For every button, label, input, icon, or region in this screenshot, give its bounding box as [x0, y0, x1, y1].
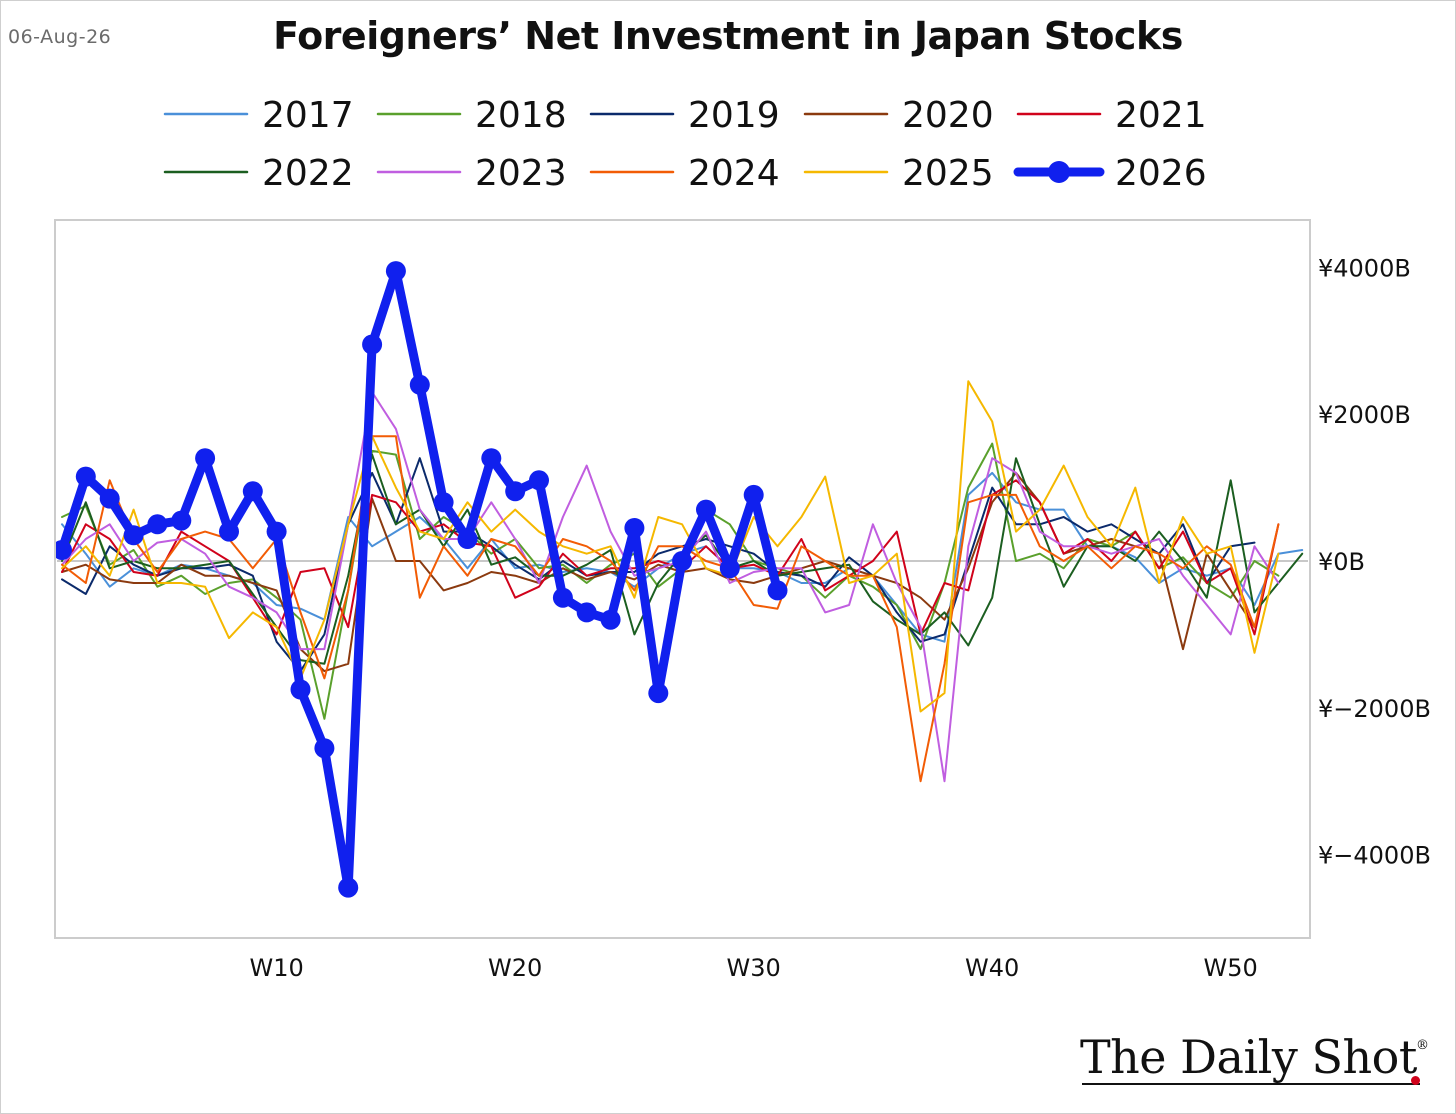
series-2026-point	[147, 514, 168, 535]
series-line-2020	[61, 471, 1256, 673]
series-line-2025	[61, 380, 1280, 713]
legend-label: 2017	[262, 95, 354, 136]
series-2026-point	[719, 558, 740, 579]
series-line-2026	[57, 266, 782, 893]
legend-item-2024: 2024	[589, 153, 780, 194]
series-2026-point	[99, 488, 120, 509]
legend-label: 2026	[1115, 153, 1207, 194]
legend-item-2021: 2021	[1016, 95, 1207, 136]
legend-label: 2022	[262, 153, 354, 194]
legend-item-2020: 2020	[803, 95, 994, 136]
x-tick-label: W30	[727, 954, 781, 982]
legend-item-2025: 2025	[803, 153, 994, 194]
series-2026-point	[409, 374, 430, 395]
legend: 2017 2018 2019 2020 2021 2022 2023 2024 2025 2026	[163, 95, 1207, 194]
legend-label: 2020	[902, 95, 994, 136]
series-2026-point	[672, 551, 693, 571]
y-tick-label: ¥−2000B	[1318, 695, 1431, 723]
y-axis-ticks: ¥4000B ¥2000B ¥0B ¥−2000B ¥−4000B	[1318, 254, 1431, 869]
plot-area-border	[54, 219, 1311, 939]
series-2026-point	[743, 484, 764, 505]
y-tick-label: ¥0B	[1318, 548, 1365, 576]
series-2026-point	[219, 521, 239, 542]
chart-title: Foreigners’ Net Investment in Japan Stoc…	[273, 14, 1183, 58]
legend-label: 2018	[475, 95, 567, 136]
series-2026-point	[696, 499, 716, 520]
brand-red-dot	[1411, 1076, 1420, 1085]
series-line-2019	[61, 457, 1256, 673]
series-2026-point	[171, 510, 192, 531]
series-line-2023	[61, 391, 1280, 783]
date-label: 06-Aug-26	[8, 26, 112, 48]
series-2026-point	[362, 334, 383, 355]
series-2026-point	[56, 540, 72, 560]
series-line-2024	[61, 435, 1280, 783]
series-2026-point	[529, 470, 549, 491]
x-tick-label: W20	[488, 954, 542, 982]
legend-item-2022: 2022	[163, 153, 354, 194]
legend-item-2026: 2026	[1013, 153, 1207, 194]
legend-item-2017: 2017	[163, 95, 354, 136]
legend-marker	[1048, 161, 1070, 183]
x-axis-ticks: W10 W20 W30 W40 W50	[250, 954, 1258, 982]
brand-registered-mark: ®	[1416, 1038, 1429, 1053]
y-tick-label: ¥4000B	[1318, 254, 1411, 282]
y-tick-label: ¥−4000B	[1318, 842, 1431, 870]
legend-item-2018: 2018	[376, 95, 567, 136]
y-tick-label: ¥2000B	[1318, 401, 1411, 429]
series-2026-point	[505, 481, 526, 502]
series-2026-point	[290, 679, 311, 700]
brand-underline	[1082, 1083, 1420, 1085]
series-2026-point	[242, 481, 263, 502]
brand-logo: The Daily Shot	[1080, 1030, 1417, 1084]
series-2026-point	[123, 525, 144, 546]
series-2026-point	[600, 609, 621, 630]
series-2026-point	[481, 448, 502, 469]
series-2026-point	[648, 683, 669, 704]
series-2026-point	[624, 518, 645, 538]
x-tick-label: W10	[250, 954, 304, 982]
legend-label: 2024	[688, 153, 780, 194]
series-2026-point	[314, 738, 335, 759]
legend-label: 2019	[688, 95, 780, 136]
series-layer	[56, 261, 1304, 898]
series-2026-point	[385, 261, 406, 282]
series-2026-point	[433, 492, 454, 513]
series-2026-point	[767, 580, 788, 601]
series-2026-point	[338, 877, 359, 898]
series-2026-point	[457, 529, 478, 549]
series-2026-point	[576, 602, 597, 623]
legend-item-2023: 2023	[376, 153, 567, 194]
series-2026-point	[552, 587, 573, 608]
x-tick-label: W40	[965, 954, 1019, 982]
legend-item-2019: 2019	[589, 95, 780, 136]
legend-label: 2025	[902, 153, 994, 194]
legend-label: 2023	[475, 153, 567, 194]
x-tick-label: W50	[1204, 954, 1258, 982]
series-2026-point	[195, 448, 216, 469]
series-2026-point	[266, 521, 287, 542]
legend-label: 2021	[1115, 95, 1207, 136]
series-2026-point	[75, 466, 96, 487]
